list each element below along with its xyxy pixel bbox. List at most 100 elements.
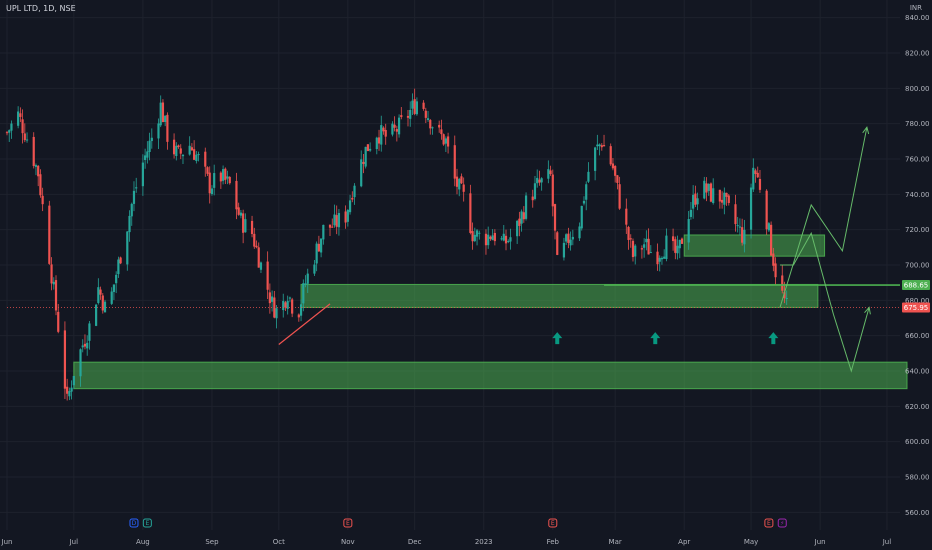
candle-body: [631, 240, 635, 258]
y-tick-label: 580.00: [905, 474, 930, 482]
candle-body: [52, 281, 55, 285]
candle-body: [141, 162, 144, 187]
candle-body: [228, 176, 231, 184]
candle-body: [424, 110, 427, 118]
candle-body: [257, 247, 260, 268]
candle-body: [317, 243, 320, 252]
time-axis[interactable]: Jun Jul Aug Sep Oct Nov Dec 2023 Feb Mar Apr May Jun…: [1, 538, 892, 546]
candle-body: [377, 137, 381, 144]
y-tick-label: 840.00: [905, 14, 930, 22]
candle-body: [68, 391, 71, 397]
event-markers[interactable]: D E E E E ⚡: [129, 518, 787, 528]
candle-body: [678, 239, 681, 249]
event-marker-label: E: [145, 520, 149, 527]
candle-body: [422, 102, 425, 109]
candle-body: [774, 263, 777, 278]
candle-body: [382, 127, 385, 132]
candle-body: [335, 215, 338, 227]
candle-body: [5, 132, 9, 134]
candle-body: [99, 289, 102, 295]
candle-body: [582, 200, 586, 204]
x-tick-label: Sep: [205, 538, 219, 546]
candle-body: [144, 155, 147, 160]
candle-body: [117, 259, 120, 275]
projection-up: [779, 127, 868, 308]
candle-body: [694, 193, 697, 205]
x-tick-label: Feb: [547, 538, 560, 546]
candle-body: [625, 208, 628, 225]
candle-body: [266, 261, 269, 290]
candle-body: [297, 314, 300, 318]
candle-body: [469, 193, 472, 233]
candle-body: [629, 238, 632, 240]
candle-body: [315, 243, 318, 264]
candle-body: [54, 280, 58, 311]
candle-body: [328, 224, 332, 228]
candle-body: [616, 175, 619, 183]
candle-body: [204, 151, 207, 167]
y-tick-label: 720.00: [905, 226, 930, 234]
candle-body: [115, 274, 118, 284]
x-tick-label: Jun: [814, 538, 826, 546]
candle-body: [718, 189, 721, 202]
y-tick-label: 660.00: [905, 332, 930, 340]
projection-down-arrowhead: [864, 306, 871, 315]
candle-body: [393, 124, 396, 128]
x-tick-label: Oct: [273, 538, 285, 546]
currency-label: INR: [909, 4, 922, 12]
candle-body: [429, 120, 432, 129]
candle-body: [362, 161, 365, 164]
x-tick-label: Dec: [408, 538, 422, 546]
candle-body: [384, 129, 387, 137]
candle-body: [97, 287, 100, 303]
candle-body: [618, 184, 621, 209]
candle-body: [181, 154, 185, 157]
candle-body: [95, 304, 98, 326]
candle-body: [743, 229, 746, 245]
symbol-title: UPL LTD, 1D, NSE: [6, 4, 76, 13]
event-marker-label: E: [346, 520, 350, 527]
candle-body: [462, 184, 465, 192]
candle-body: [159, 102, 162, 126]
candle-body: [491, 235, 494, 241]
candle-body: [253, 233, 256, 247]
candle-body: [161, 102, 165, 123]
candle-body: [132, 190, 136, 204]
candle-body: [609, 146, 612, 165]
candle-body: [39, 174, 42, 196]
candle-body: [522, 212, 525, 220]
candle-body: [237, 207, 240, 215]
candle-body: [772, 253, 775, 266]
price-tag: [902, 280, 930, 291]
candle-body: [242, 213, 245, 233]
candle-body: [395, 129, 398, 132]
candle-body: [656, 251, 659, 265]
candle-body: [703, 180, 706, 199]
candle-body: [346, 209, 349, 222]
candle-body: [32, 136, 35, 166]
candle-body: [536, 177, 539, 184]
candle-body: [221, 169, 225, 181]
price-tag-label: 675.95: [904, 304, 929, 312]
candle-body: [547, 169, 550, 179]
candle-body: [540, 178, 543, 183]
price-axis[interactable]: 560.00 580.00 600.00 620.00 640.00 660.00 680.…: [905, 14, 930, 517]
candle-body: [415, 101, 419, 115]
x-tick-label: Jun: [1, 538, 13, 546]
candle-body: [288, 297, 292, 299]
candle-body: [738, 226, 742, 228]
candle-body: [426, 118, 430, 120]
candle-body: [524, 195, 528, 219]
event-marker: [142, 518, 152, 528]
candle-body: [627, 226, 630, 240]
candle-body: [25, 139, 29, 141]
candle-body: [471, 231, 474, 242]
candle-body: [438, 124, 441, 128]
candle-body: [473, 234, 476, 242]
candle-body: [17, 111, 20, 126]
candle-body: [645, 238, 648, 243]
candle-body: [458, 178, 461, 190]
candle-body: [580, 205, 583, 229]
candle-body: [500, 238, 503, 240]
